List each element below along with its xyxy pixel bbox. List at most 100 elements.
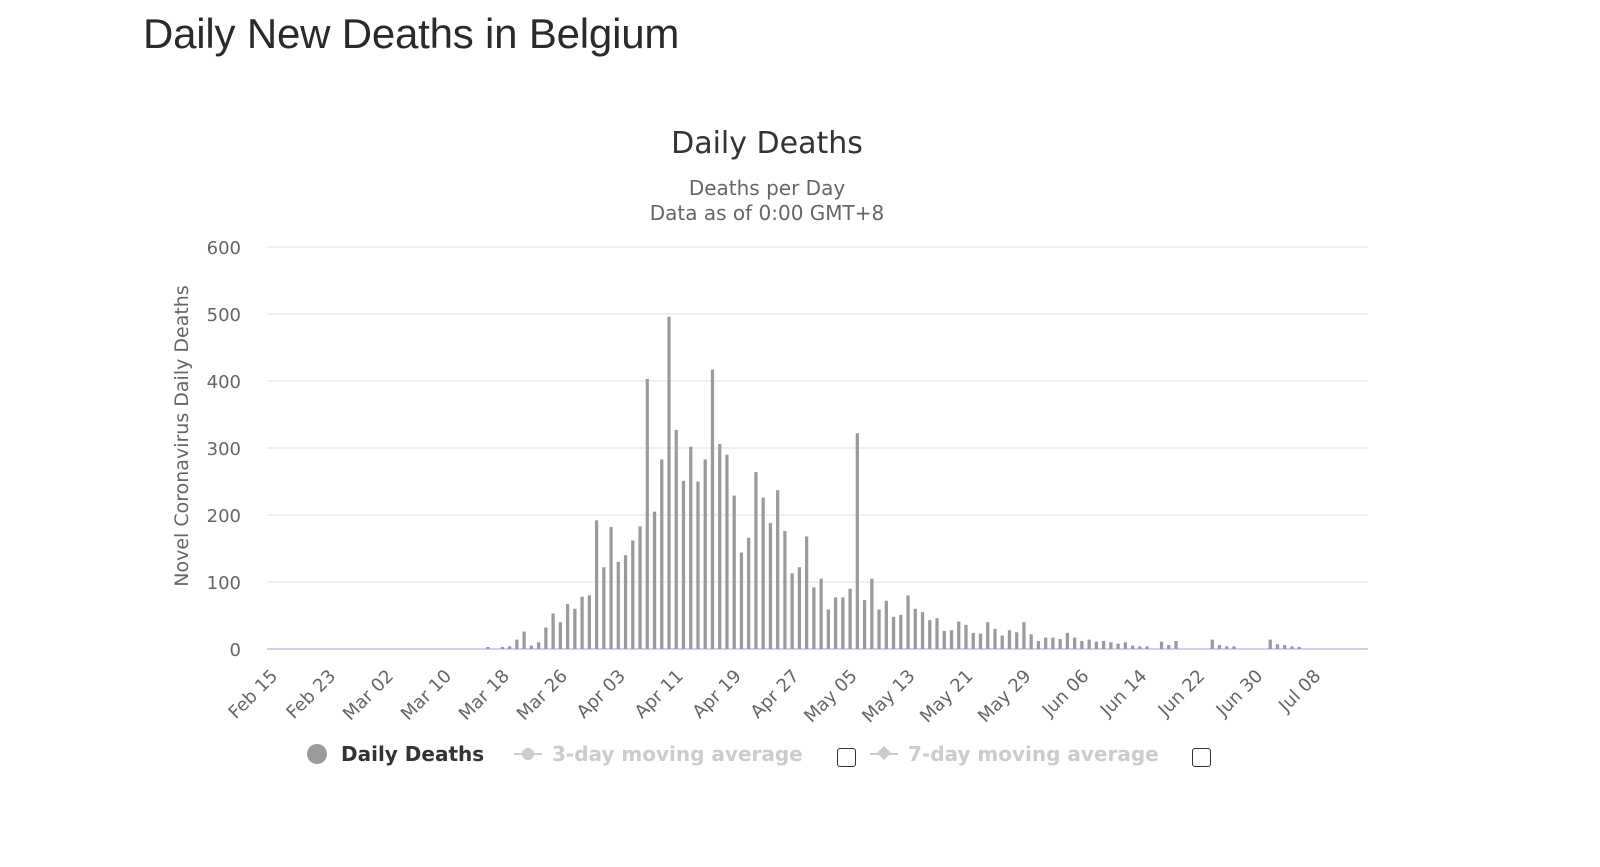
bar[interactable]	[884, 600, 888, 649]
bar[interactable]	[1232, 646, 1236, 649]
bar[interactable]	[899, 614, 903, 649]
bar[interactable]	[855, 433, 859, 649]
legend-item-daily-deaths[interactable]: Daily Deaths	[307, 736, 484, 772]
bar[interactable]	[978, 633, 983, 649]
legend-item-7-day-moving-average[interactable]: 7-day moving average	[870, 736, 1159, 772]
bar[interactable]	[986, 622, 990, 649]
bar[interactable]	[580, 596, 584, 649]
7-day-average-checkbox[interactable]	[1192, 748, 1211, 767]
bar[interactable]	[710, 369, 715, 649]
bar[interactable]	[1145, 646, 1149, 649]
bar[interactable]	[913, 608, 917, 649]
bar[interactable]	[1036, 640, 1041, 649]
bar[interactable]	[1174, 640, 1178, 649]
bar[interactable]	[971, 632, 975, 649]
bar[interactable]	[609, 527, 613, 649]
bar[interactable]	[1015, 632, 1019, 649]
bar[interactable]	[1290, 646, 1294, 649]
bar[interactable]	[1044, 637, 1048, 649]
bar[interactable]	[515, 639, 519, 649]
bar[interactable]	[833, 597, 838, 649]
bar[interactable]	[768, 523, 773, 649]
bar[interactable]	[1080, 640, 1084, 649]
bar[interactable]	[1073, 637, 1077, 649]
bar[interactable]	[536, 642, 541, 649]
bar[interactable]	[696, 481, 700, 650]
bar[interactable]	[920, 612, 925, 649]
bar[interactable]	[718, 443, 722, 649]
bar[interactable]	[790, 573, 794, 649]
legend-item-3-day-moving-average[interactable]: 3-day moving average	[514, 736, 803, 772]
bar[interactable]	[935, 618, 939, 649]
bar[interactable]	[942, 630, 946, 649]
bar[interactable]	[1116, 643, 1120, 649]
bar[interactable]	[508, 646, 512, 649]
bar[interactable]	[1268, 639, 1272, 649]
bar[interactable]	[928, 620, 932, 649]
bar[interactable]	[631, 540, 635, 649]
bar[interactable]	[1167, 644, 1171, 649]
bar[interactable]	[616, 561, 620, 649]
bar[interactable]	[1275, 644, 1280, 649]
bar[interactable]	[739, 552, 744, 649]
bar[interactable]	[993, 628, 997, 649]
bar[interactable]	[964, 624, 968, 649]
bar[interactable]	[645, 378, 649, 649]
bar[interactable]	[877, 609, 881, 649]
bar[interactable]	[776, 490, 780, 649]
bar[interactable]	[1297, 646, 1301, 649]
bar[interactable]	[703, 459, 707, 649]
bar[interactable]	[1065, 632, 1070, 649]
bar[interactable]	[1029, 634, 1033, 649]
bar[interactable]	[1087, 639, 1091, 649]
bar[interactable]	[841, 597, 845, 649]
bar[interactable]	[623, 555, 628, 649]
bar[interactable]	[819, 578, 823, 649]
bar[interactable]	[747, 537, 751, 649]
bar[interactable]	[1051, 637, 1055, 649]
bar[interactable]	[812, 587, 816, 649]
bar[interactable]	[587, 595, 591, 649]
bar[interactable]	[667, 316, 671, 649]
bar[interactable]	[681, 480, 686, 649]
bar[interactable]	[594, 520, 599, 649]
bar[interactable]	[1225, 646, 1229, 649]
bar[interactable]	[826, 609, 830, 649]
bar[interactable]	[1101, 640, 1106, 649]
bar[interactable]	[732, 495, 736, 649]
bar[interactable]	[1210, 639, 1214, 649]
bar[interactable]	[529, 645, 534, 649]
bar[interactable]	[862, 600, 867, 649]
bar[interactable]	[848, 588, 852, 649]
bar[interactable]	[949, 630, 954, 649]
bar[interactable]	[522, 631, 526, 649]
3-day-average-checkbox[interactable]	[837, 748, 856, 767]
bar[interactable]	[674, 429, 678, 649]
bar[interactable]	[652, 511, 657, 649]
bar[interactable]	[725, 454, 729, 649]
bar[interactable]	[1138, 646, 1142, 649]
bar[interactable]	[805, 536, 809, 649]
bar[interactable]	[1109, 642, 1113, 649]
bar[interactable]	[660, 459, 664, 649]
bar[interactable]	[500, 646, 505, 649]
bar[interactable]	[957, 621, 961, 649]
bar[interactable]	[906, 595, 910, 649]
bar[interactable]	[797, 567, 802, 649]
bar[interactable]	[602, 567, 606, 649]
bar[interactable]	[544, 627, 548, 649]
bar[interactable]	[551, 613, 555, 649]
bar[interactable]	[1058, 638, 1062, 649]
bar[interactable]	[638, 526, 642, 649]
bar[interactable]	[761, 497, 765, 649]
bar[interactable]	[486, 646, 490, 649]
bar[interactable]	[1159, 641, 1164, 649]
bar[interactable]	[1094, 641, 1099, 649]
bar[interactable]	[870, 578, 874, 649]
bar[interactable]	[1022, 622, 1026, 649]
bar[interactable]	[1283, 644, 1287, 649]
bar[interactable]	[689, 446, 693, 649]
bar[interactable]	[573, 608, 577, 649]
bar[interactable]	[1000, 635, 1004, 649]
bar[interactable]	[1130, 645, 1135, 649]
